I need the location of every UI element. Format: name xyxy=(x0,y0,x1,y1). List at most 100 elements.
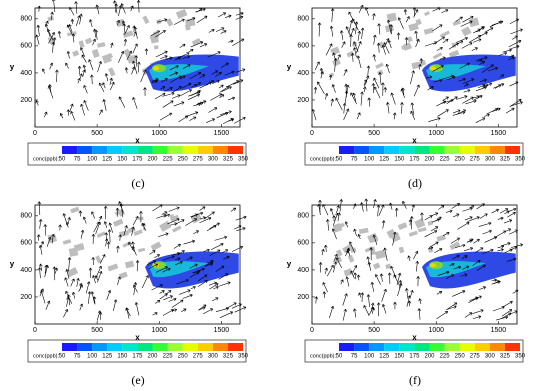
vector-arrow xyxy=(81,54,87,63)
vector-arrow xyxy=(333,253,338,263)
plot-frame xyxy=(311,7,518,128)
vector-arrow xyxy=(199,43,208,48)
vector-arrow xyxy=(215,27,225,32)
vector-arrow xyxy=(363,86,367,93)
vector-arrow xyxy=(497,216,504,221)
vector-arrow xyxy=(179,43,186,48)
building xyxy=(78,40,85,49)
building xyxy=(386,12,398,23)
vector-arrow xyxy=(457,221,470,230)
vector-arrow xyxy=(152,312,158,316)
plume-peak xyxy=(430,263,437,268)
panel-label: (e) xyxy=(131,373,144,387)
x-tick-label: 1000 xyxy=(428,327,444,334)
vector-arrow xyxy=(416,276,420,287)
building xyxy=(124,260,135,269)
colorbar-tick-label: 275 xyxy=(193,354,204,360)
panel xyxy=(314,198,524,321)
vector-arrow xyxy=(432,65,444,72)
vector-arrow xyxy=(222,249,229,253)
vector-arrow xyxy=(37,201,42,216)
y-tick-label: 800 xyxy=(297,213,309,220)
vector-arrow xyxy=(445,209,453,213)
x-tick-label: 1500 xyxy=(214,327,230,334)
vector-arrow xyxy=(133,284,138,293)
colorbar-swatch xyxy=(474,146,490,154)
colorbar-tick-label: 175 xyxy=(132,157,143,163)
vector-arrow xyxy=(230,207,237,212)
vector-arrow xyxy=(154,254,160,259)
vector-arrow xyxy=(396,32,401,40)
vector-arrow xyxy=(326,264,334,277)
building xyxy=(415,18,422,26)
colorbar-swatch xyxy=(414,343,430,351)
vector-arrow xyxy=(464,216,473,221)
vector-arrow xyxy=(173,101,185,107)
vector-arrow xyxy=(372,54,376,62)
vector-arrow xyxy=(151,284,163,291)
vector-arrow xyxy=(191,83,198,88)
building xyxy=(73,243,85,252)
vector-arrow xyxy=(99,254,106,264)
vector-arrow xyxy=(202,308,214,315)
vector-arrow xyxy=(39,288,44,297)
vector-arrow xyxy=(207,51,221,58)
colorbar-swatch xyxy=(339,343,355,351)
colorbar-swatch xyxy=(182,146,198,154)
vector-arrow xyxy=(392,231,397,246)
vector-arrow xyxy=(413,84,420,97)
building xyxy=(406,36,413,43)
vector-arrow xyxy=(441,74,455,80)
building xyxy=(424,11,431,17)
vector-arrow xyxy=(47,85,54,99)
vector-arrow xyxy=(131,226,135,236)
vector-arrow xyxy=(420,212,424,221)
vector-arrow xyxy=(376,302,381,317)
vector-arrow xyxy=(155,30,166,38)
vector-arrow xyxy=(83,100,89,111)
colorbar-swatch xyxy=(227,146,243,154)
y-tick-label: 800 xyxy=(297,16,309,23)
building xyxy=(408,22,419,32)
vector-arrow xyxy=(106,241,111,249)
vector-arrow xyxy=(46,236,52,247)
vector-arrow xyxy=(63,309,69,318)
vector-arrow xyxy=(210,243,224,250)
vector-arrow xyxy=(69,6,75,16)
vector-arrow xyxy=(353,228,357,237)
vector-arrow xyxy=(206,118,216,123)
vector-arrow xyxy=(383,87,387,93)
vector-arrow xyxy=(72,291,76,299)
vector-arrow xyxy=(193,230,200,235)
vector-arrow xyxy=(314,61,320,71)
colorbar-tick-label: 200 xyxy=(424,157,435,163)
colorbar-swatch xyxy=(107,343,123,351)
colorbar-swatch xyxy=(414,146,430,154)
vector-arrow xyxy=(88,59,94,71)
building xyxy=(436,234,447,242)
vector-arrow xyxy=(224,70,235,76)
vector-arrow xyxy=(158,232,169,238)
colorbar-tick-label: 300 xyxy=(208,157,219,163)
vector-arrow xyxy=(50,11,54,20)
colorbar-tick-label: 125 xyxy=(102,354,113,360)
vector-arrow xyxy=(337,54,341,60)
vector-arrow xyxy=(499,208,509,214)
vector-arrow xyxy=(503,219,513,224)
vector-arrow xyxy=(493,83,505,89)
vector-arrow xyxy=(491,208,500,214)
vector-arrow xyxy=(367,97,371,107)
colorbar-swatch xyxy=(167,343,183,351)
colorbar-tick-label: 325 xyxy=(223,157,234,163)
vector-arrow xyxy=(215,307,229,312)
vector-arrow xyxy=(452,290,466,297)
vector-arrow xyxy=(165,56,173,60)
vector-arrow xyxy=(390,92,396,105)
colorbar-tick-label: 175 xyxy=(409,354,420,360)
vector-arrow xyxy=(486,107,499,115)
vector-arrow xyxy=(456,36,468,43)
vector-arrow xyxy=(450,237,460,244)
colorbar-swatch xyxy=(107,146,123,154)
vector-arrow xyxy=(173,243,181,249)
building xyxy=(84,37,93,45)
